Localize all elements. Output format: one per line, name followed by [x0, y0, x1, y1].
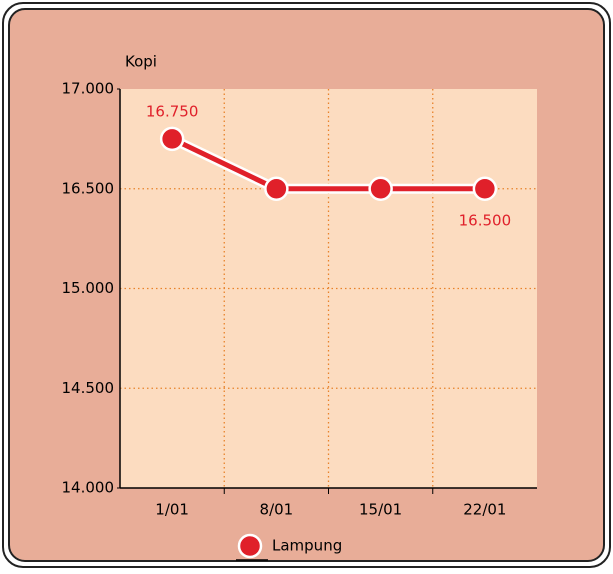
y-tick-label: 14.000: [62, 479, 115, 497]
x-tick-label: 1/01: [155, 501, 189, 519]
point: [472, 176, 498, 201]
legend-label: Lampung: [272, 537, 342, 555]
x-tick-label: 8/01: [260, 501, 294, 519]
point: [264, 176, 289, 201]
line: [171, 136, 485, 192]
data-label: 16.500: [459, 211, 512, 229]
data-label: 16.750: [146, 102, 199, 120]
x-tick-label: 15/01: [359, 501, 402, 519]
y-tick-label: 17.000: [62, 80, 115, 98]
y-tick-label: 14.500: [62, 379, 115, 397]
y-tick-label: 16.500: [62, 179, 115, 197]
point: [159, 126, 185, 152]
legend-marker: [237, 533, 263, 559]
point: [368, 176, 393, 201]
y-axis-title: Kopi: [125, 53, 157, 71]
y-tick-label: 15.000: [62, 279, 115, 297]
x-tick-label: 22/01: [463, 501, 506, 519]
